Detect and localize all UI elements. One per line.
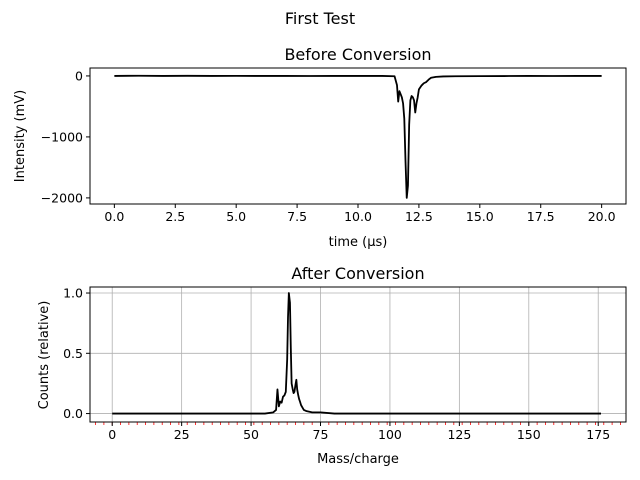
after-x-tick-label: 150 xyxy=(517,427,541,442)
after-series-line xyxy=(112,292,602,415)
before-y-axis-label: Intensity (mV) xyxy=(13,90,28,182)
before-y-tick-label: −2000 xyxy=(41,190,83,205)
after-x-tick-label: 125 xyxy=(447,427,471,442)
after-x-tick-label: 100 xyxy=(378,427,402,442)
before-axes-frame xyxy=(89,67,627,205)
before-series-line xyxy=(114,74,602,199)
before-x-tick-label: 10.0 xyxy=(344,209,372,224)
figure-title: First Test xyxy=(285,9,355,28)
after-axes-frame xyxy=(89,286,627,423)
after-x-tick-label: 75 xyxy=(313,427,329,442)
after-plot-title: After Conversion xyxy=(291,264,424,283)
after-y-tick-label: 1.0 xyxy=(63,286,83,301)
before-x-tick-label: 5.0 xyxy=(226,209,246,224)
after-x-tick-label: 175 xyxy=(586,427,610,442)
before-x-axis-label: time (μs) xyxy=(329,235,388,250)
before-x-tick-label: 0.0 xyxy=(104,209,124,224)
before-x-tick-label: 15.0 xyxy=(466,209,494,224)
after-conversion-plot: After Conversion Mass/charge Counts (rel… xyxy=(37,264,627,467)
before-y-tick-label: 0 xyxy=(75,68,83,83)
before-conversion-plot: Before Conversion time (μs) Intensity (m… xyxy=(13,45,627,250)
before-plot-title: Before Conversion xyxy=(284,45,431,64)
after-y-tick-label: 0.0 xyxy=(63,406,83,421)
before-x-tick-label: 20.0 xyxy=(588,209,616,224)
after-x-axis-label: Mass/charge xyxy=(317,452,399,467)
after-x-tick-label: 25 xyxy=(174,427,190,442)
after-x-tick-label: 0 xyxy=(108,427,116,442)
after-y-tick-label: 0.5 xyxy=(63,346,83,361)
before-x-tick-label: 12.5 xyxy=(405,209,433,224)
after-y-axis-label: Counts (relative) xyxy=(37,301,52,410)
before-x-tick-label: 2.5 xyxy=(165,209,185,224)
before-y-tick-label: −1000 xyxy=(41,129,83,144)
before-x-tick-label: 7.5 xyxy=(287,209,307,224)
before-x-tick-label: 17.5 xyxy=(527,209,555,224)
after-x-tick-label: 50 xyxy=(243,427,259,442)
